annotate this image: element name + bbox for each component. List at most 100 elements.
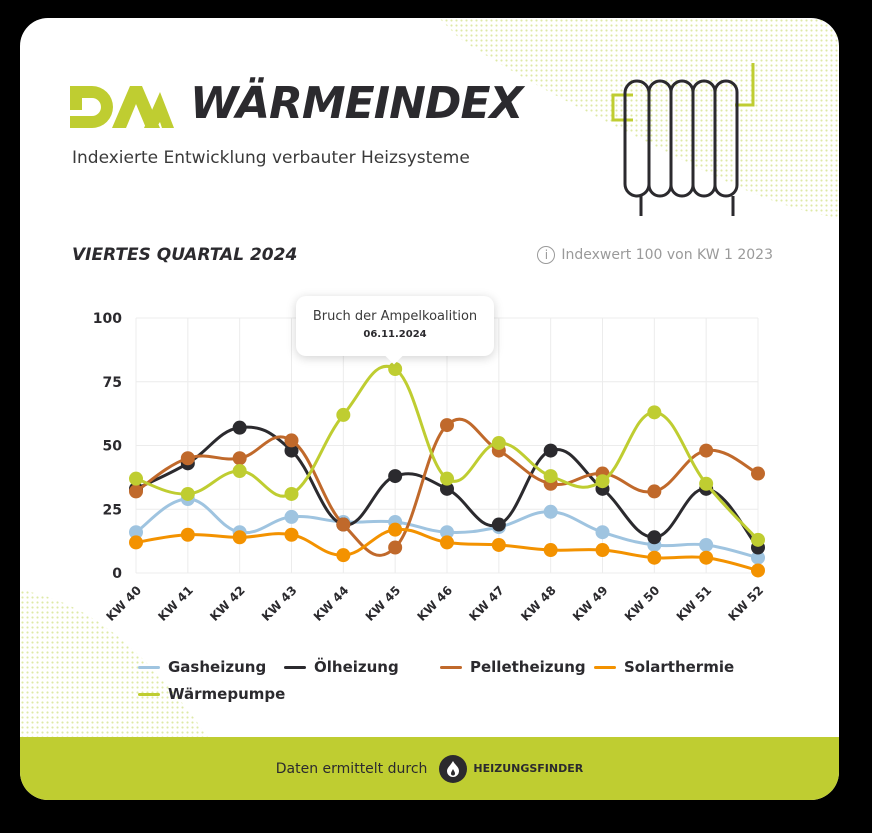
data-point[interactable] bbox=[491, 435, 506, 450]
footer-text: Daten ermittelt durch bbox=[275, 760, 428, 777]
legend-item-oelheizung[interactable]: Ölheizung bbox=[284, 658, 399, 676]
data-point[interactable] bbox=[751, 563, 765, 578]
data-point[interactable] bbox=[388, 522, 403, 537]
info-icon: i bbox=[537, 246, 556, 264]
data-point[interactable] bbox=[751, 550, 765, 565]
quarter-heading: VIERTES QUARTAL 2024 bbox=[72, 245, 298, 265]
tooltip-title: Bruch der Ampelkoalition bbox=[312, 309, 478, 324]
x-tick-label: KW 42 bbox=[207, 583, 248, 624]
series-wärmepumpe[interactable] bbox=[129, 362, 765, 547]
series-pelletheizung[interactable] bbox=[129, 417, 765, 557]
data-point[interactable] bbox=[440, 525, 454, 540]
data-point[interactable] bbox=[232, 451, 247, 466]
data-point[interactable] bbox=[129, 525, 143, 540]
y-tick-label: 0 bbox=[112, 566, 122, 582]
tooltip-date: 06.11.2024 bbox=[363, 329, 427, 340]
x-tick-label: KW 44 bbox=[311, 583, 352, 624]
data-point[interactable] bbox=[284, 443, 299, 458]
data-point[interactable] bbox=[284, 486, 299, 501]
index-info: i Indexwert 100 von KW 1 2023 bbox=[537, 246, 773, 264]
legend-label: Wärmepumpe bbox=[168, 685, 286, 703]
data-point[interactable] bbox=[129, 484, 143, 499]
x-tick-label: KW 51 bbox=[674, 583, 715, 624]
data-point[interactable] bbox=[336, 517, 351, 532]
heizungsfinder-logo[interactable]: HEIZUNGSFINDER bbox=[439, 754, 584, 783]
daa-logo-icon bbox=[70, 86, 174, 128]
infographic-card: WÄRMEINDEX Indexierte Entwicklung verbau… bbox=[20, 18, 839, 800]
data-point[interactable] bbox=[440, 535, 454, 550]
legend-swatch bbox=[440, 665, 462, 669]
data-point[interactable] bbox=[440, 418, 454, 433]
data-point[interactable] bbox=[543, 504, 558, 519]
legend-item-pelletheizung[interactable]: Pelletheizung bbox=[440, 658, 586, 676]
data-point[interactable] bbox=[699, 537, 714, 552]
index-info-text: Indexwert 100 von KW 1 2023 bbox=[561, 247, 773, 263]
data-point[interactable] bbox=[336, 407, 351, 422]
y-tick-label: 25 bbox=[103, 502, 122, 518]
data-point[interactable] bbox=[751, 466, 765, 481]
legend-label: Pelletheizung bbox=[470, 658, 586, 676]
data-point[interactable] bbox=[388, 362, 403, 376]
data-point[interactable] bbox=[388, 540, 403, 555]
x-tick-label: KW 41 bbox=[155, 583, 196, 624]
data-point[interactable] bbox=[699, 476, 714, 491]
data-point[interactable] bbox=[388, 469, 403, 484]
data-point[interactable] bbox=[232, 530, 247, 545]
y-tick-label: 75 bbox=[103, 375, 122, 391]
data-point[interactable] bbox=[284, 433, 299, 448]
series-gasheizung[interactable] bbox=[129, 492, 765, 565]
page-subtitle: Indexierte Entwicklung verbauter Heizsys… bbox=[72, 148, 470, 168]
legend-item-waermepumpe[interactable]: Wärmepumpe bbox=[138, 685, 285, 703]
legend-swatch bbox=[284, 665, 306, 669]
data-point[interactable] bbox=[751, 532, 765, 547]
data-point[interactable] bbox=[543, 469, 558, 484]
x-tick-label: KW 43 bbox=[259, 583, 300, 624]
data-point[interactable] bbox=[180, 527, 195, 542]
data-point[interactable] bbox=[647, 530, 662, 545]
y-tick-label: 50 bbox=[103, 439, 123, 455]
data-point[interactable] bbox=[232, 420, 247, 435]
legend-item-gasheizung[interactable]: Gasheizung bbox=[138, 658, 266, 676]
data-point[interactable] bbox=[543, 543, 558, 558]
x-tick-label: KW 46 bbox=[415, 583, 456, 624]
legend-label: Solarthermie bbox=[624, 658, 735, 676]
legend-swatch bbox=[138, 665, 160, 669]
data-point[interactable] bbox=[284, 509, 299, 524]
data-point[interactable] bbox=[440, 471, 454, 486]
footer-bar: Daten ermittelt durch HEIZUNGSFINDER bbox=[20, 737, 839, 800]
data-point[interactable] bbox=[180, 451, 195, 466]
data-point[interactable] bbox=[440, 481, 454, 496]
data-point[interactable] bbox=[129, 535, 143, 550]
series-solarthermie[interactable] bbox=[129, 522, 765, 578]
data-point[interactable] bbox=[595, 543, 610, 558]
data-point[interactable] bbox=[180, 486, 195, 501]
data-point[interactable] bbox=[543, 443, 558, 458]
x-tick-label: KW 52 bbox=[726, 583, 767, 624]
legend-swatch bbox=[138, 692, 160, 696]
data-point[interactable] bbox=[491, 517, 506, 532]
data-point[interactable] bbox=[284, 527, 299, 542]
data-point[interactable] bbox=[595, 474, 610, 489]
legend-item-solarthermie[interactable]: Solarthermie bbox=[594, 658, 734, 676]
data-point[interactable] bbox=[647, 405, 662, 420]
x-tick-label: KW 47 bbox=[466, 583, 507, 624]
data-point[interactable] bbox=[699, 550, 714, 565]
data-point[interactable] bbox=[647, 550, 662, 565]
x-tick-label: KW 49 bbox=[570, 583, 611, 624]
y-tick-label: 100 bbox=[93, 311, 122, 327]
x-tick-label: KW 50 bbox=[622, 583, 663, 624]
data-point[interactable] bbox=[699, 443, 714, 458]
annotation-tooltip: Bruch der Ampelkoalition 06.11.2024 bbox=[296, 296, 494, 356]
flame-icon bbox=[439, 754, 468, 783]
legend-label: Gasheizung bbox=[168, 658, 267, 676]
data-point[interactable] bbox=[595, 525, 610, 540]
data-point[interactable] bbox=[336, 548, 351, 563]
x-tick-label: KW 45 bbox=[363, 583, 404, 624]
data-point[interactable] bbox=[232, 464, 247, 478]
legend-swatch bbox=[594, 665, 616, 669]
legend-label: Ölheizung bbox=[314, 658, 399, 676]
heizungsfinder-name: HEIZUNGSFINDER bbox=[473, 762, 584, 775]
data-point[interactable] bbox=[491, 537, 506, 552]
data-point[interactable] bbox=[129, 471, 143, 486]
data-point[interactable] bbox=[647, 484, 662, 499]
